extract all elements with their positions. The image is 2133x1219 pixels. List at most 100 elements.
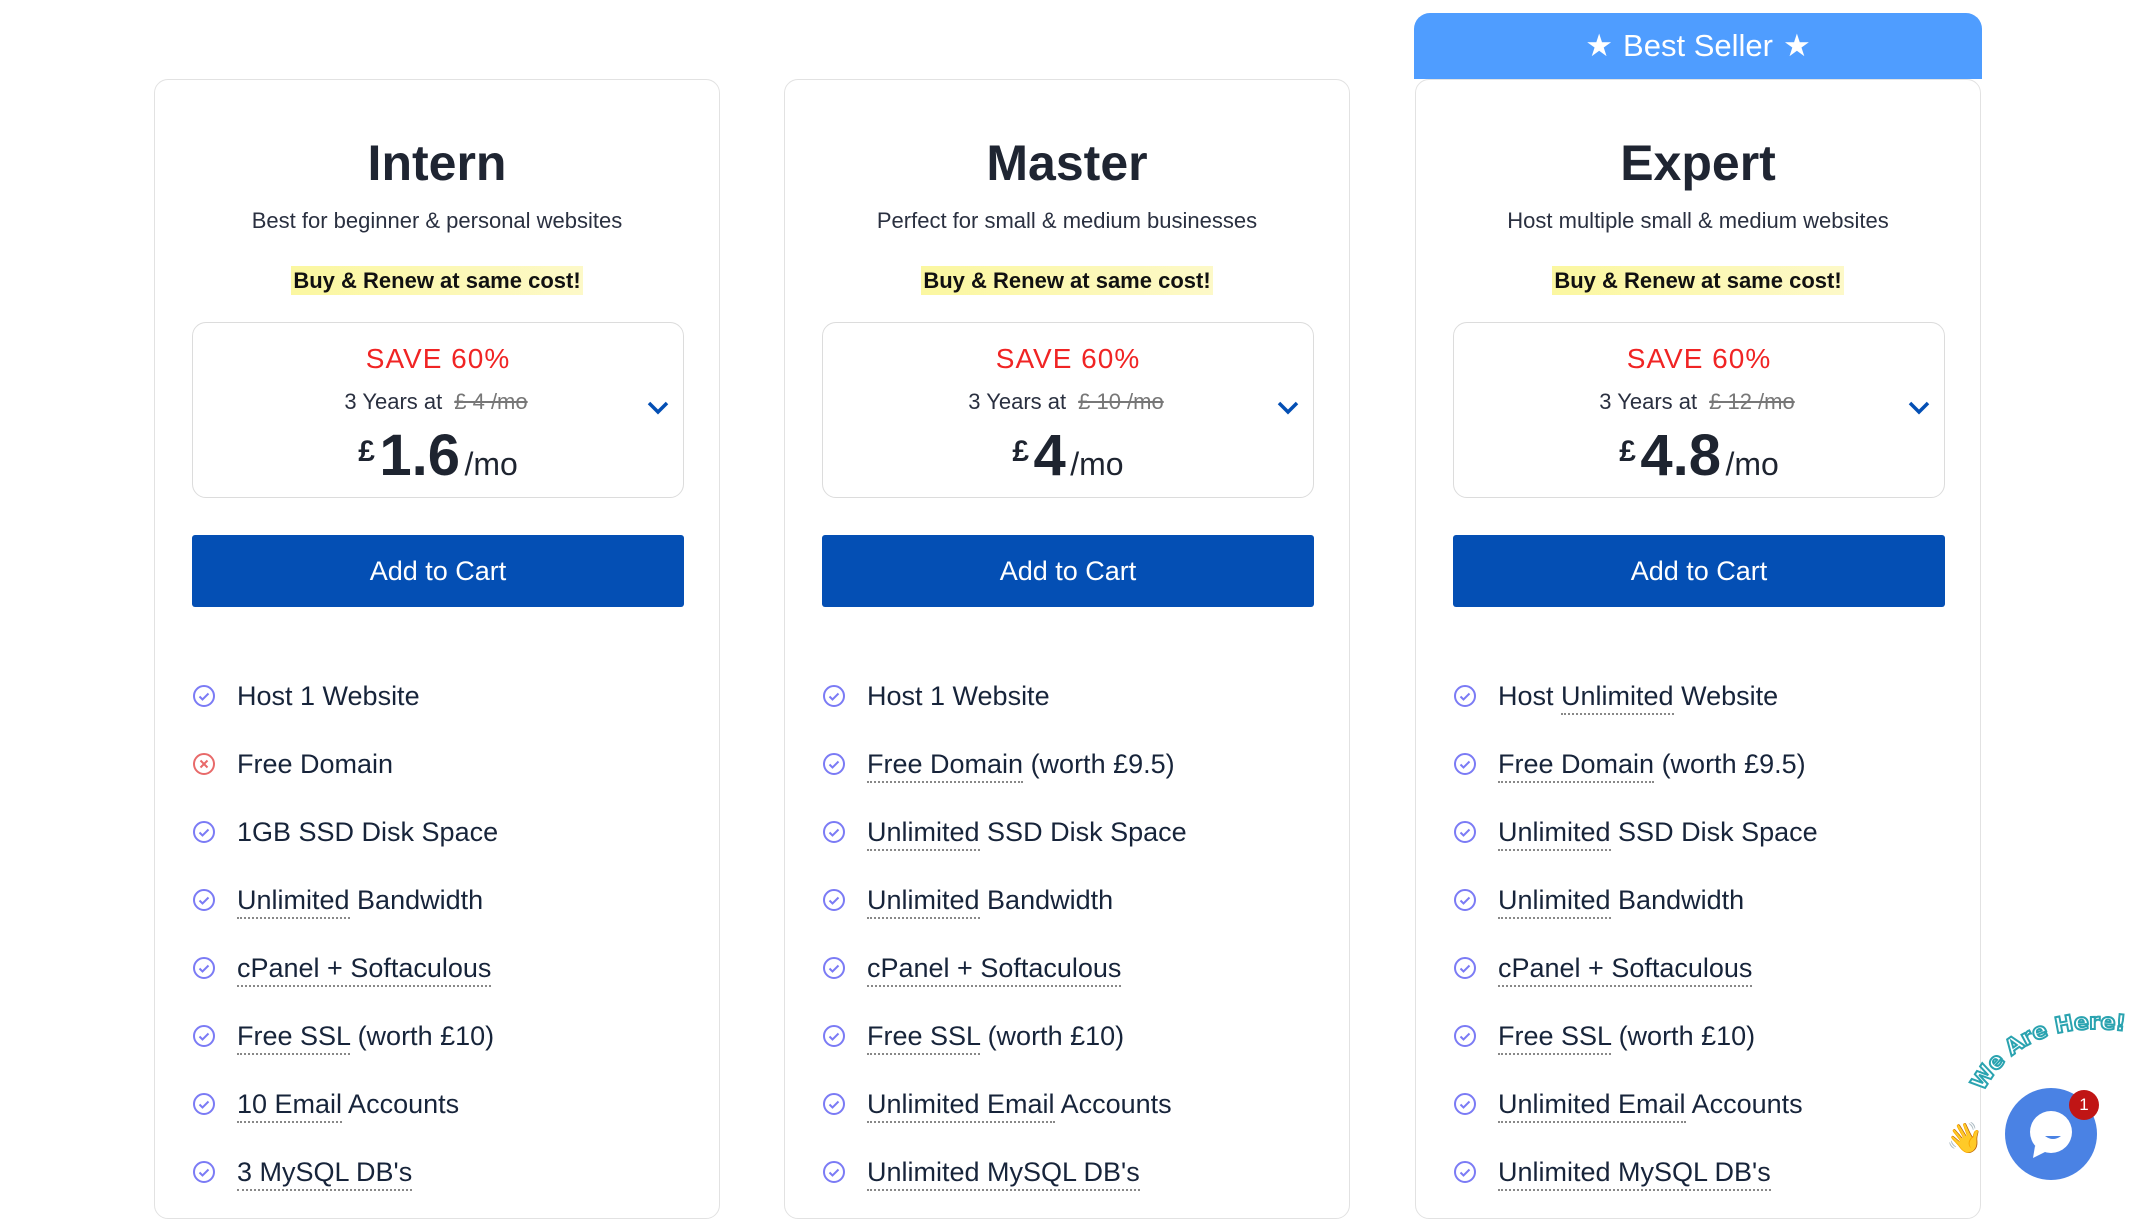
check-circle-icon <box>1454 821 1476 843</box>
feature-item: Unlimited Bandwidth <box>822 866 1329 934</box>
feature-tooltip-term[interactable]: Unlimited <box>1498 884 1611 919</box>
check-circle-icon <box>1454 889 1476 911</box>
feature-tooltip-term[interactable]: Unlimited <box>1561 680 1674 715</box>
feature-text: Free Domain <box>237 748 394 779</box>
renew-highlight: Buy & Renew at same cost! <box>921 266 1213 295</box>
plan-card-expert: Expert Host multiple small & medium webs… <box>1415 79 1981 1219</box>
feature-list: Host 1 Website Free Domain (worth £9.5) Un… <box>822 662 1329 1206</box>
add-to-cart-button[interactable]: Add to Cart <box>192 535 684 607</box>
feature-item: 3 MySQL DB's <box>192 1138 699 1206</box>
billing-term-selector[interactable]: SAVE 60% 3 Years at £ 12 /mo £ 4.8 /mo <box>1453 322 1945 498</box>
feature-text: Unlimited Bandwidth <box>867 884 1113 919</box>
feature-tooltip-term[interactable]: Unlimited MySQL DB's <box>867 1156 1140 1191</box>
feature-tooltip-term[interactable]: 10 Email <box>237 1088 343 1123</box>
check-circle-icon <box>193 957 215 979</box>
feature-tooltip-term[interactable]: cPanel + Softaculous <box>1498 952 1753 987</box>
feature-text: Unlimited Bandwidth <box>237 884 483 919</box>
check-circle-icon <box>193 1161 215 1183</box>
x-circle-icon <box>193 753 215 775</box>
current-price: £ 4 /mo <box>1012 423 1124 488</box>
original-price: £ 4 /mo <box>454 389 528 414</box>
feature-tooltip-term[interactable]: cPanel + Softaculous <box>237 952 492 987</box>
feature-list: Host Unlimited Website Free Domain (worth… <box>1453 662 1960 1206</box>
save-label: SAVE 60% <box>1626 343 1772 374</box>
check-circle-icon <box>1454 1093 1476 1115</box>
feature-item: cPanel + Softaculous <box>822 934 1329 1002</box>
feature-item: Unlimited MySQL DB's <box>822 1138 1329 1206</box>
feature-item: Free Domain <box>192 730 699 798</box>
feature-item: Free SSL (worth £10) <box>1453 1002 1960 1070</box>
original-price: £ 10 /mo <box>1078 389 1164 414</box>
check-circle-icon <box>193 821 215 843</box>
feature-item: Unlimited Bandwidth <box>1453 866 1960 934</box>
check-circle-icon <box>823 753 845 775</box>
feature-tooltip-term[interactable]: Unlimited Email <box>867 1088 1055 1123</box>
feature-text: 1GB SSD Disk Space <box>237 816 499 847</box>
feature-list: Host 1 Website Free Domain 1GB SSD Disk Sp… <box>192 662 699 1206</box>
current-price: £ 1.6 /mo <box>358 423 518 488</box>
plan-card-master: Master Perfect for small & medium busine… <box>784 79 1350 1219</box>
feature-text: Free Domain (worth £9.5) <box>1498 748 1806 783</box>
current-price: £ 4.8 /mo <box>1619 423 1779 488</box>
billing-term-selector[interactable]: SAVE 60% 3 Years at £ 10 /mo £ 4 /mo <box>822 322 1314 498</box>
star-icon: ★ <box>1585 28 1614 63</box>
check-circle-icon <box>193 1093 215 1115</box>
feature-text: Unlimited Bandwidth <box>1498 884 1744 919</box>
term-label: 3 Years at £ 10 /mo <box>823 389 1313 415</box>
feature-text: Unlimited Email Accounts <box>1498 1088 1803 1123</box>
check-circle-icon <box>823 1161 845 1183</box>
feature-tooltip-term[interactable]: Unlimited MySQL DB's <box>1498 1156 1771 1191</box>
feature-item: Unlimited SSD Disk Space <box>1453 798 1960 866</box>
check-circle-icon <box>193 685 215 707</box>
chevron-down-icon[interactable] <box>1904 395 1934 419</box>
feature-tooltip-term[interactable]: Unlimited <box>867 816 980 851</box>
feature-text: Host 1 Website <box>867 680 1050 711</box>
feature-item: 1GB SSD Disk Space <box>192 798 699 866</box>
waving-hand-icon: 👋 <box>1946 1122 1984 1155</box>
feature-item: Unlimited SSD Disk Space <box>822 798 1329 866</box>
feature-tooltip-term[interactable]: Free Domain <box>1498 748 1655 783</box>
feature-text: Host 1 Website <box>237 680 420 711</box>
feature-tooltip-term[interactable]: Unlimited <box>237 884 350 919</box>
feature-item: Unlimited Email Accounts <box>822 1070 1329 1138</box>
feature-tooltip-term[interactable]: Unlimited Email <box>1498 1088 1686 1123</box>
feature-text: cPanel + Softaculous <box>1498 952 1753 987</box>
check-circle-icon <box>1454 1161 1476 1183</box>
plan-subtitle: Host multiple small & medium websites <box>1507 208 1889 233</box>
feature-text: Host Unlimited Website <box>1498 680 1778 715</box>
billing-term-selector[interactable]: SAVE 60% 3 Years at £ 4 /mo £ 1.6 /mo <box>192 322 684 498</box>
chevron-down-icon[interactable] <box>643 395 673 419</box>
feature-item: Free SSL (worth £10) <box>822 1002 1329 1070</box>
feature-text: cPanel + Softaculous <box>237 952 492 987</box>
feature-tooltip-term[interactable]: Unlimited <box>1498 816 1611 851</box>
term-label: 3 Years at £ 4 /mo <box>193 389 683 415</box>
plan-subtitle: Best for beginner & personal websites <box>251 208 623 233</box>
best-seller-banner: ★ Best Seller ★ <box>1414 13 1982 79</box>
feature-tooltip-term[interactable]: cPanel + Softaculous <box>867 952 1122 987</box>
feature-item: 10 Email Accounts <box>192 1070 699 1138</box>
feature-tooltip-term[interactable]: 3 MySQL DB's <box>237 1156 413 1191</box>
feature-item: cPanel + Softaculous <box>192 934 699 1002</box>
check-circle-icon <box>1454 753 1476 775</box>
feature-item: Host 1 Website <box>822 662 1329 730</box>
feature-tooltip-term[interactable]: Free SSL <box>1498 1020 1612 1055</box>
add-to-cart-button[interactable]: Add to Cart <box>822 535 1314 607</box>
plan-title: Master <box>986 135 1148 191</box>
feature-text: Free SSL (worth £10) <box>1498 1020 1755 1055</box>
feature-item: Free SSL (worth £10) <box>192 1002 699 1070</box>
check-circle-icon <box>823 889 845 911</box>
feature-item: cPanel + Softaculous <box>1453 934 1960 1002</box>
feature-item: Free Domain (worth £9.5) <box>1453 730 1960 798</box>
feature-tooltip-term[interactable]: Free SSL <box>867 1020 981 1055</box>
feature-text: cPanel + Softaculous <box>867 952 1122 987</box>
feature-tooltip-term[interactable]: Unlimited <box>867 884 980 919</box>
chat-bubble-icon <box>2030 1111 2072 1158</box>
feature-text: Unlimited SSD Disk Space <box>1498 816 1818 851</box>
feature-item: Free Domain (worth £9.5) <box>822 730 1329 798</box>
feature-tooltip-term[interactable]: Free SSL <box>237 1020 351 1055</box>
feature-text: Unlimited MySQL DB's <box>867 1156 1140 1191</box>
feature-tooltip-term[interactable]: Free Domain <box>867 748 1024 783</box>
feature-text: 3 MySQL DB's <box>237 1156 413 1191</box>
chevron-down-icon[interactable] <box>1273 395 1303 419</box>
add-to-cart-button[interactable]: Add to Cart <box>1453 535 1945 607</box>
